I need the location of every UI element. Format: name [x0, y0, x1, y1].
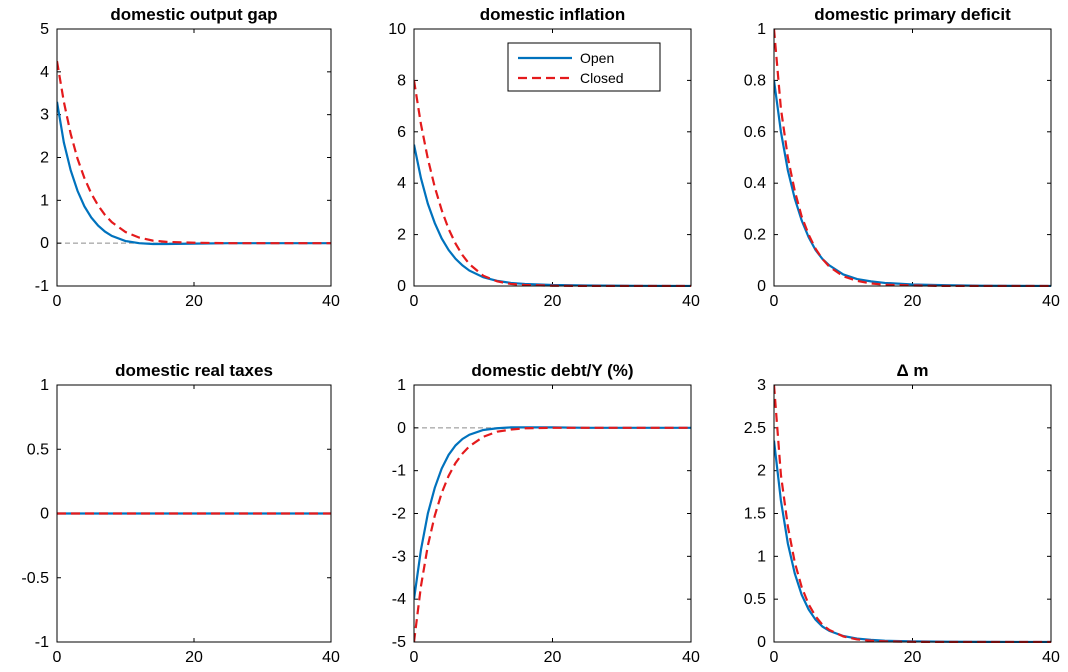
- y-tick-label: -1: [35, 278, 49, 295]
- y-tick-label: 8: [397, 72, 406, 89]
- y-tick-label: 0.4: [744, 175, 766, 192]
- y-tick-label: 0.5: [744, 591, 766, 608]
- y-tick-label: 3: [40, 107, 49, 124]
- y-tick-label: 6: [397, 124, 406, 141]
- x-tick-label: 20: [904, 293, 922, 310]
- x-tick-label: 20: [185, 293, 203, 310]
- x-tick-label: 0: [770, 649, 779, 666]
- y-tick-label: 1.5: [744, 506, 766, 523]
- axes-box: [56, 28, 332, 287]
- y-tick-label: -1: [392, 463, 406, 480]
- subplot-title: domestic inflation: [480, 5, 625, 24]
- y-tick-label: 4: [40, 64, 49, 81]
- y-tick-label: -2: [392, 506, 406, 523]
- y-tick-label: 3: [757, 377, 766, 394]
- subplot-title: domestic primary deficit: [814, 5, 1011, 24]
- y-tick-label: 1: [757, 548, 766, 565]
- y-tick-label: 5: [40, 21, 49, 38]
- x-tick-label: 40: [322, 293, 340, 310]
- x-tick-label: 40: [1042, 293, 1060, 310]
- y-tick-label: 2: [397, 227, 406, 244]
- series-line-open: [414, 426, 691, 600]
- y-tick-label: 4: [397, 175, 406, 192]
- subplot-title: domestic real taxes: [115, 361, 273, 380]
- x-tick-label: 0: [410, 649, 419, 666]
- subplot-title: Δ m: [896, 361, 928, 380]
- y-tick-label: 0.5: [27, 441, 49, 458]
- y-tick-label: -3: [392, 548, 406, 565]
- subplot-6: Δ m 0 20 40 0 0.5 1 1.5 2 2.5 3: [744, 361, 1060, 666]
- subplot-4: domestic real taxes 0 20 40 -1 -0.5 0 0.5 1: [21, 361, 340, 666]
- x-tick-label: 40: [1042, 649, 1060, 666]
- y-tick-label: 0: [757, 634, 766, 651]
- y-tick-label: 10: [388, 21, 406, 38]
- x-tick-label: 0: [53, 293, 62, 310]
- subplot-3: domestic primary deficit 0 20 40 0 0.2 0.4 0.6 0…: [744, 5, 1060, 310]
- series-line-open: [414, 144, 691, 287]
- series-line-closed: [414, 80, 691, 287]
- x-tick-label: 20: [544, 293, 562, 310]
- y-tick-label: 0: [397, 278, 406, 295]
- series-line-closed: [774, 28, 1051, 287]
- series-line-closed: [57, 60, 331, 245]
- y-tick-label: 1: [397, 377, 406, 394]
- y-tick-label: 1: [40, 377, 49, 394]
- legend-box: [507, 42, 661, 92]
- series-line-closed: [774, 384, 1051, 643]
- y-tick-label: 0: [397, 420, 406, 437]
- series-line-closed: [414, 426, 691, 643]
- series-line-open: [57, 101, 331, 246]
- y-tick-label: 2: [40, 150, 49, 167]
- x-tick-label: 40: [682, 649, 700, 666]
- y-tick-label: 1: [40, 192, 49, 209]
- y-tick-label: 0.8: [744, 72, 766, 89]
- x-tick-label: 0: [410, 293, 419, 310]
- y-tick-label: 0.2: [744, 227, 766, 244]
- x-tick-label: 0: [770, 293, 779, 310]
- y-tick-label: -4: [392, 591, 406, 608]
- legend-label-closed: Closed: [580, 70, 624, 86]
- axes-box: [413, 28, 692, 287]
- x-tick-label: 0: [53, 649, 62, 666]
- y-tick-label: 0: [40, 235, 49, 252]
- axes-box: [413, 384, 692, 643]
- y-tick-label: -0.5: [21, 570, 49, 587]
- x-tick-label: 40: [322, 649, 340, 666]
- y-tick-label: 0: [40, 506, 49, 523]
- axes-box: [773, 384, 1052, 643]
- subplot-5: domestic debt/Y (%) 0 20 40 -5 -4 -3 -2 -1 0 1: [392, 361, 700, 666]
- y-tick-label: 2: [757, 463, 766, 480]
- y-tick-label: -5: [392, 634, 406, 651]
- y-tick-label: 0.6: [744, 124, 766, 141]
- y-tick-label: 1: [757, 21, 766, 38]
- legend: Open Closed: [507, 42, 661, 92]
- x-tick-label: 40: [682, 293, 700, 310]
- axes-box: [56, 384, 332, 643]
- legend-label-open: Open: [580, 50, 614, 66]
- x-tick-label: 20: [544, 649, 562, 666]
- subplot-2: domestic inflation 0 20 40 0 2 4 6 8 10 Open Closed: [388, 5, 700, 310]
- y-tick-label: 2.5: [744, 420, 766, 437]
- x-tick-label: 20: [185, 649, 203, 666]
- y-tick-label: -1: [35, 634, 49, 651]
- subplot-title: domestic output gap: [110, 5, 277, 24]
- axes-box: [773, 28, 1052, 287]
- series-line-open: [774, 80, 1051, 287]
- y-tick-label: 0: [757, 278, 766, 295]
- series-line-open: [774, 440, 1051, 643]
- subplot-title: domestic debt/Y (%): [471, 361, 633, 380]
- x-tick-label: 20: [904, 649, 922, 666]
